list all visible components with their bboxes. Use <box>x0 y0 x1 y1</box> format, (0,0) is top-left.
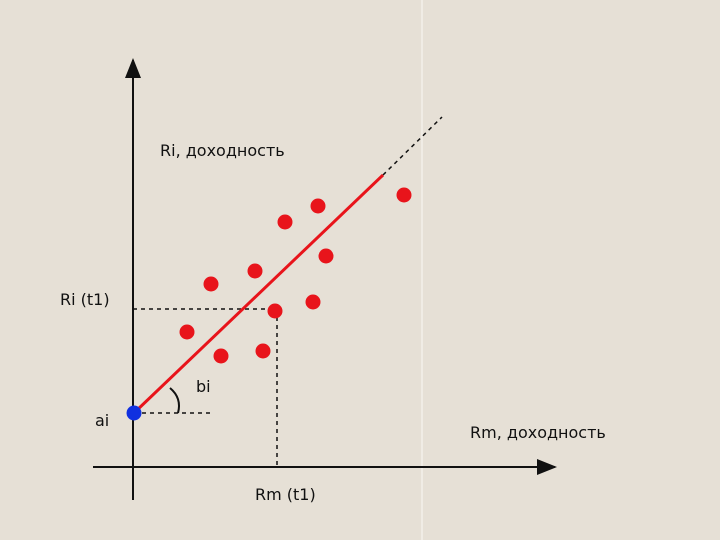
point <box>305 294 321 310</box>
point <box>396 187 412 203</box>
line-extension <box>382 116 443 176</box>
regression-line <box>133 173 385 414</box>
x-axis-label: Rm, доходность <box>470 423 606 442</box>
point <box>255 343 271 359</box>
point <box>203 276 219 292</box>
points <box>179 187 412 364</box>
point <box>267 303 283 319</box>
point <box>277 214 293 230</box>
y-axis-label: Ri, доходность <box>160 141 285 160</box>
ri-t1-label: Ri (t1) <box>60 290 110 309</box>
alpha-label: ai <box>95 411 109 430</box>
rm-t1-label: Rm (t1) <box>255 485 316 504</box>
alpha-point <box>126 405 142 421</box>
beta-arc <box>169 387 180 414</box>
beta-label: bi <box>196 377 211 396</box>
point <box>247 263 263 279</box>
point <box>318 248 334 264</box>
point <box>213 348 229 364</box>
point <box>310 198 326 214</box>
guides <box>133 116 443 467</box>
point <box>179 324 195 340</box>
